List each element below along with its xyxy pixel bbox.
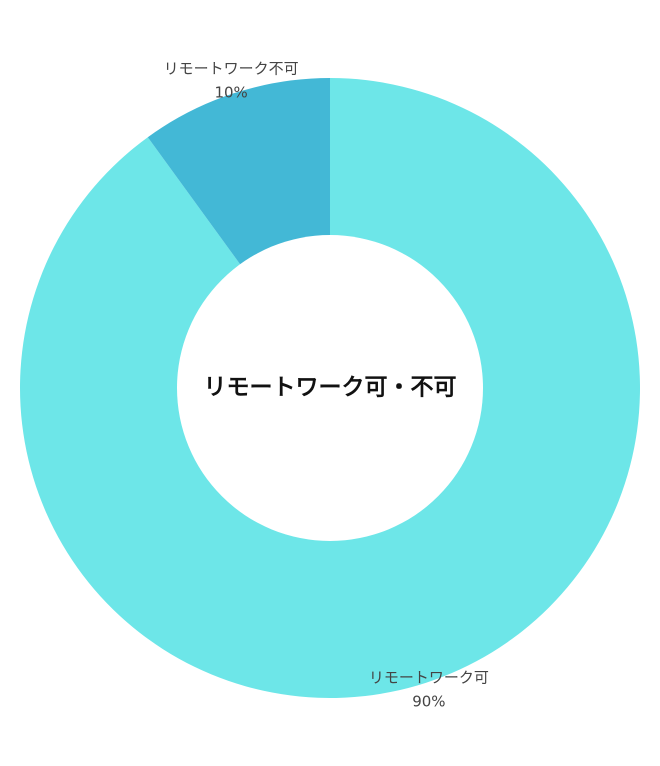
chart-title: リモートワーク可・不可 bbox=[204, 375, 457, 401]
slice-value-label: 10% bbox=[214, 84, 247, 102]
chart-labels: リモートワーク可 90% リモートワーク不可 10% bbox=[164, 60, 489, 711]
slice-category-label: リモートワーク可 bbox=[369, 668, 489, 686]
slice-value-label: 90% bbox=[412, 692, 445, 710]
slice-label-2: リモートワーク不可 10% bbox=[164, 60, 299, 102]
slice-label-1: リモートワーク可 90% bbox=[369, 668, 489, 710]
donut-hole bbox=[177, 235, 483, 541]
slice-category-label: リモートワーク不可 bbox=[164, 60, 299, 78]
